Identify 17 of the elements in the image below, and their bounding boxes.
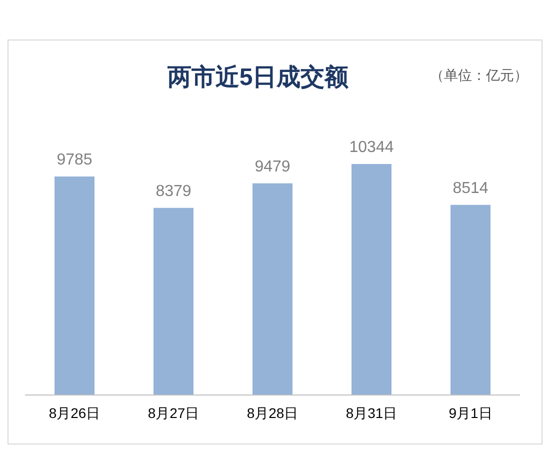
bar (450, 204, 490, 395)
bar (154, 208, 194, 395)
bar (352, 164, 392, 395)
x-tick-label: 8月27日 (148, 405, 200, 421)
x-tick-label: 8月31日 (346, 405, 398, 421)
data-label: 10344 (349, 139, 394, 156)
data-label: 9479 (254, 158, 290, 176)
data-label: 8379 (156, 182, 192, 200)
chart-title: 两市近5日成交额 (166, 64, 350, 91)
text: （单位：亿元） (430, 67, 528, 83)
x-tick-label: 8月26日 (48, 405, 100, 421)
data-label: 9785 (56, 151, 92, 168)
bar (252, 183, 292, 395)
x-tick-label: 8月28日 (246, 405, 298, 421)
bar (54, 176, 94, 395)
data-label: 8514 (452, 180, 488, 197)
x-tick-label: 9月1日 (448, 405, 492, 421)
